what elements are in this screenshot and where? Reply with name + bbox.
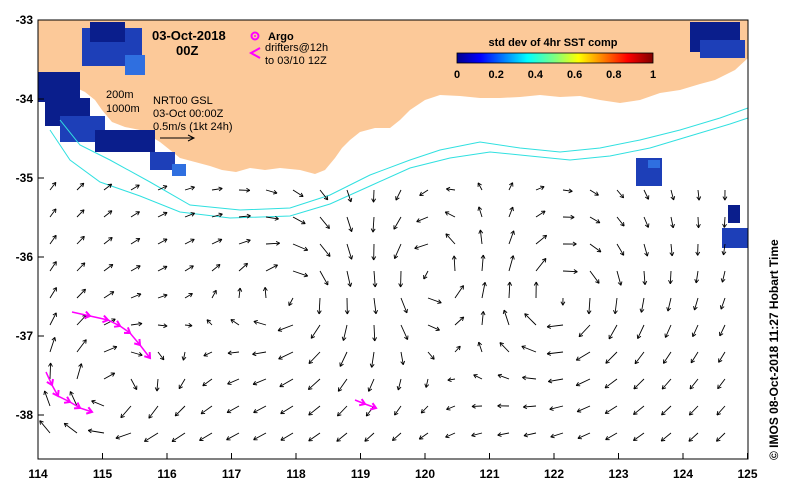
- isobath-label-1000m: 1000m: [106, 103, 140, 115]
- y-tick-label: -34: [16, 92, 34, 106]
- colorbar: [457, 53, 653, 63]
- isobath-label-200m: 200m: [106, 89, 134, 101]
- x-tick-label: 120: [415, 467, 435, 481]
- x-tick-label: 121: [479, 467, 499, 481]
- legend-drifters-line1: drifters@12h: [265, 42, 328, 54]
- colorbar-tick-label: 0.8: [606, 69, 621, 81]
- y-tick-label: -37: [16, 329, 34, 343]
- x-tick-label: 117: [222, 467, 242, 481]
- colorbar-tick-label: 0.2: [489, 69, 504, 81]
- y-tick-label: -33: [16, 13, 34, 27]
- map-date: 03-Oct-2018: [152, 28, 226, 43]
- y-tick-label: -38: [16, 408, 34, 422]
- product-line1: NRT00 GSL: [153, 95, 213, 107]
- x-tick-label: 116: [157, 467, 177, 481]
- x-tick-label: 118: [286, 467, 306, 481]
- x-tick-label: 122: [544, 467, 564, 481]
- colorbar-tick-label: 0: [454, 69, 460, 81]
- x-tick-label: 125: [737, 467, 757, 481]
- credit-text: © IMOS 08-Oct-2018 11:27 Hobart Time: [767, 239, 781, 460]
- y-tick-label: -35: [16, 171, 34, 185]
- x-tick-label: 124: [673, 467, 693, 481]
- map-time: 00Z: [176, 43, 198, 58]
- y-tick-label: -36: [16, 250, 34, 264]
- legend-drifters-line2: to 03/10 12Z: [265, 55, 327, 67]
- colorbar-tick-label: 1: [650, 69, 656, 81]
- x-tick-label: 114: [28, 467, 48, 481]
- product-line3: 0.5m/s (1kt 24h): [153, 121, 232, 133]
- x-tick-label: 115: [93, 467, 113, 481]
- colorbar-tick-label: 0.4: [528, 69, 544, 81]
- x-tick-label: 123: [608, 467, 628, 481]
- colorbar-title: std dev of 4hr SST comp: [489, 37, 618, 49]
- colorbar-tick-label: 0.6: [567, 69, 582, 81]
- product-line2: 03-Oct 00:00Z: [153, 108, 224, 120]
- x-tick-label: 119: [351, 467, 371, 481]
